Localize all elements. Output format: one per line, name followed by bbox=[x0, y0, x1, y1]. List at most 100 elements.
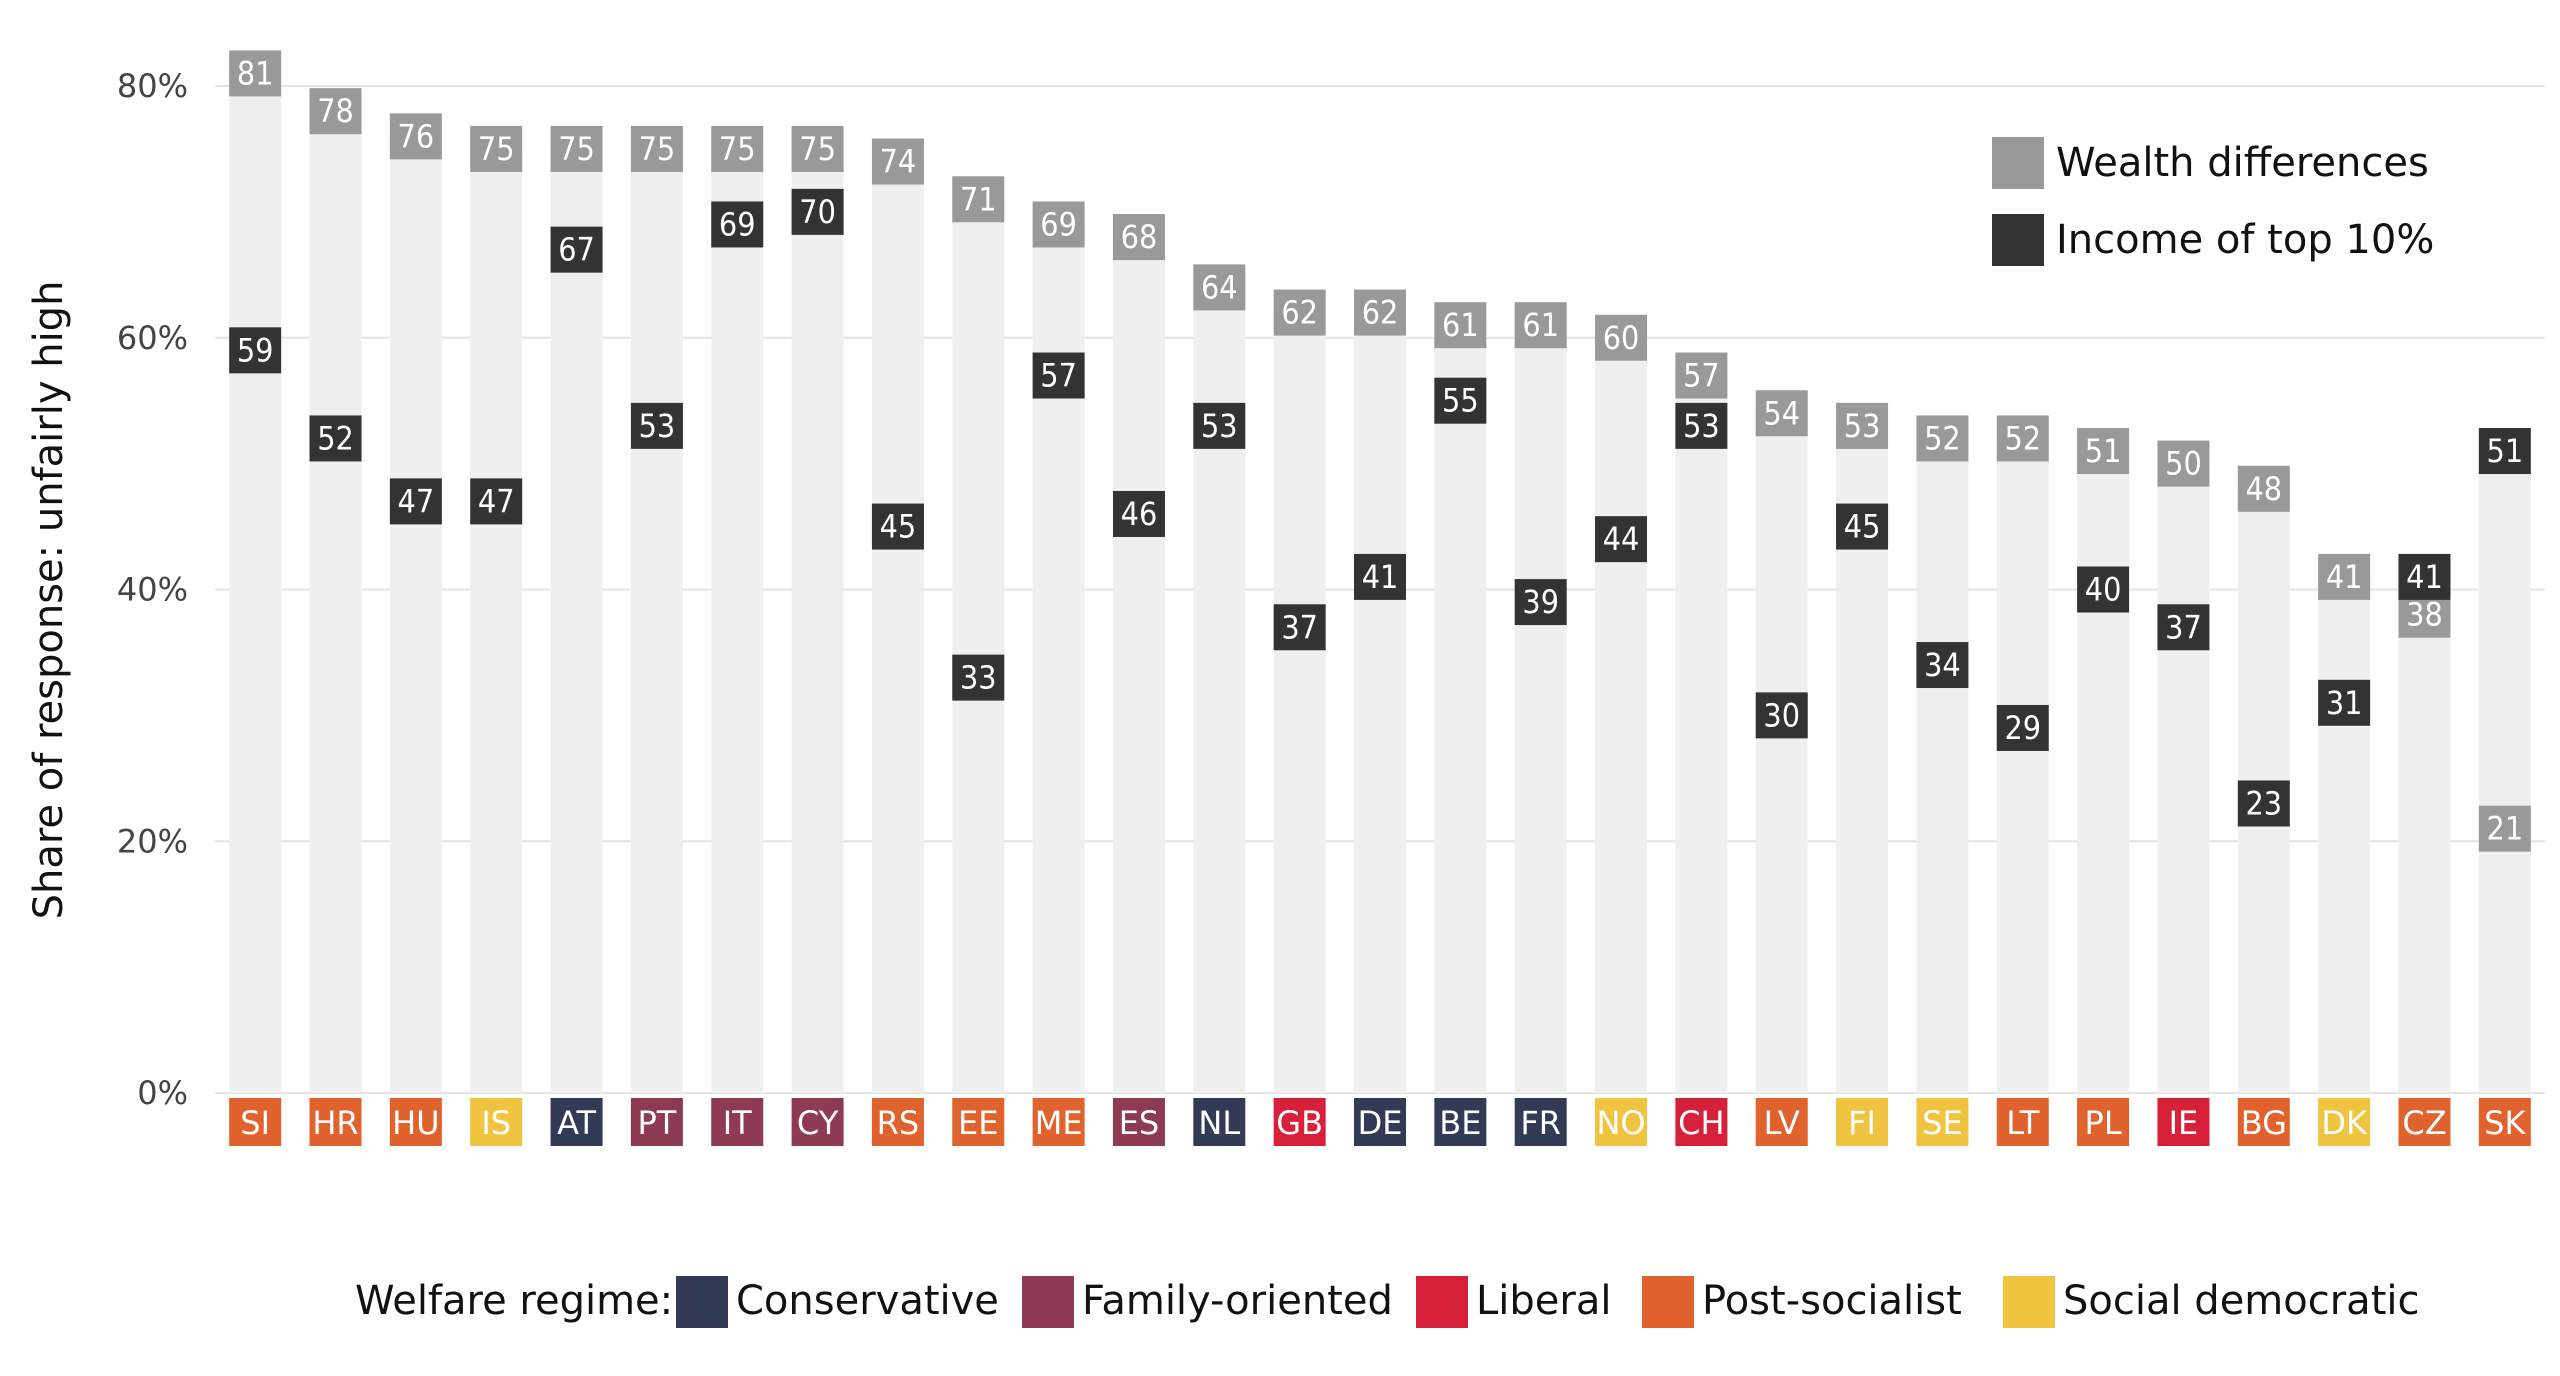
wealth-marker bbox=[309, 88, 362, 135]
bar-background bbox=[952, 199, 1005, 1094]
bar-group: 50 37 IE bbox=[2157, 440, 2210, 1146]
wealth-marker bbox=[1193, 264, 1246, 311]
bar-group: 62 41 DE bbox=[1354, 289, 1406, 1146]
legend-swatch bbox=[1992, 137, 2044, 189]
bar-group: 75 69 IT bbox=[711, 125, 764, 1146]
wealth-marker bbox=[1032, 201, 1085, 248]
wealth-marker bbox=[630, 125, 683, 172]
country-code: IS bbox=[481, 1104, 511, 1142]
wealth-label: 75 bbox=[478, 130, 515, 168]
bar-background bbox=[2157, 463, 2210, 1093]
wealth-marker bbox=[1916, 415, 1969, 462]
wealth-marker bbox=[470, 125, 523, 172]
income-label: 39 bbox=[1522, 583, 1559, 621]
income-label: 55 bbox=[1442, 382, 1479, 420]
country-code: NL bbox=[1198, 1104, 1240, 1142]
wealth-label: 54 bbox=[1763, 394, 1800, 432]
wealth-label: 60 bbox=[1603, 319, 1640, 357]
wealth-label: 53 bbox=[1844, 407, 1881, 445]
country-code: FI bbox=[1848, 1104, 1876, 1142]
country-badge bbox=[470, 1098, 523, 1146]
wealth-marker bbox=[1273, 289, 1326, 336]
income-marker bbox=[229, 327, 282, 374]
income-label: 23 bbox=[2245, 784, 2282, 822]
income-label: 69 bbox=[719, 205, 756, 243]
income-label: 52 bbox=[317, 419, 354, 457]
regime-swatch bbox=[2003, 1276, 2055, 1328]
bar-group: 52 29 LT bbox=[1996, 415, 2049, 1146]
bar-group: 71 33 EE bbox=[952, 176, 1005, 1146]
country-badge bbox=[791, 1098, 844, 1146]
income-marker bbox=[711, 201, 764, 248]
bar-background bbox=[791, 148, 844, 1093]
income-label: 37 bbox=[1281, 608, 1318, 646]
country-code: NO bbox=[1596, 1104, 1645, 1142]
bar-group: 52 34 SE bbox=[1916, 415, 1969, 1146]
wealth-marker bbox=[791, 125, 844, 172]
bar-background bbox=[2478, 451, 2531, 1094]
country-badge bbox=[2398, 1098, 2451, 1146]
country-badge bbox=[229, 1098, 282, 1146]
income-label: 70 bbox=[799, 193, 836, 231]
income-marker bbox=[1595, 516, 1648, 563]
country-code: SE bbox=[1922, 1104, 1963, 1142]
bar-group: 64 53 NL bbox=[1193, 264, 1246, 1146]
regime-label: Post-socialist bbox=[1702, 1278, 1962, 1324]
bar-background bbox=[1434, 325, 1487, 1094]
country-badge bbox=[2157, 1098, 2210, 1146]
income-marker bbox=[1193, 402, 1246, 449]
wealth-label: 61 bbox=[1522, 306, 1559, 344]
country-badge bbox=[1755, 1098, 1808, 1146]
bar-background bbox=[1514, 325, 1567, 1094]
country-badge bbox=[952, 1098, 1005, 1146]
income-label: 31 bbox=[2326, 684, 2363, 722]
bar-background bbox=[1595, 337, 1648, 1093]
country-code: ES bbox=[1119, 1104, 1160, 1142]
wealth-marker bbox=[1434, 302, 1487, 349]
income-label: 53 bbox=[1683, 407, 1720, 445]
country-badge bbox=[1916, 1098, 1969, 1146]
income-marker bbox=[2077, 566, 2130, 613]
income-label: 47 bbox=[398, 482, 435, 520]
income-marker bbox=[309, 415, 362, 462]
regime-swatch bbox=[676, 1276, 728, 1328]
income-marker bbox=[1354, 553, 1406, 600]
bar-group: 61 55 BE bbox=[1434, 302, 1487, 1146]
bar-background bbox=[1675, 375, 1728, 1093]
country-code: SK bbox=[2484, 1104, 2526, 1142]
country-badge bbox=[1434, 1098, 1487, 1146]
wealth-marker bbox=[2237, 465, 2290, 512]
bar-group: 61 39 FR bbox=[1514, 302, 1567, 1146]
income-marker bbox=[791, 188, 844, 235]
wealth-marker bbox=[2077, 428, 2130, 475]
country-code: FR bbox=[1520, 1104, 1561, 1142]
bars: 81 59 SI 78 52 HR 76 47 HU 75 47 IS 75 67 AT 75 53 PT 75 69… bbox=[229, 50, 2531, 1146]
income-marker bbox=[1434, 377, 1487, 424]
regime-label: Liberal bbox=[1476, 1278, 1611, 1324]
bar-background bbox=[871, 161, 924, 1093]
country-code: PL bbox=[2085, 1104, 2122, 1142]
bar-background bbox=[550, 148, 603, 1093]
country-badge bbox=[871, 1098, 924, 1146]
income-marker bbox=[2157, 604, 2210, 651]
country-badge bbox=[1273, 1098, 1326, 1146]
wealth-label: 50 bbox=[2165, 445, 2202, 483]
income-label: 53 bbox=[1201, 407, 1238, 445]
wealth-label: 81 bbox=[237, 54, 274, 92]
income-marker bbox=[550, 226, 603, 273]
wealth-marker bbox=[229, 50, 282, 97]
income-label: 53 bbox=[639, 407, 676, 445]
regime-label: Social democratic bbox=[2063, 1278, 2419, 1324]
country-code: HR bbox=[312, 1104, 358, 1142]
regime-swatch bbox=[1642, 1276, 1694, 1328]
series-legend: Wealth differences Income of top 10% bbox=[1992, 137, 2434, 266]
income-marker bbox=[1836, 503, 1889, 550]
income-label: 29 bbox=[2004, 709, 2041, 747]
income-label: 30 bbox=[1763, 696, 1800, 734]
country-code: EE bbox=[958, 1104, 998, 1142]
wealth-label: 62 bbox=[1362, 294, 1399, 332]
wealth-marker bbox=[871, 138, 924, 185]
country-code: LT bbox=[2006, 1104, 2039, 1142]
income-label: 47 bbox=[478, 482, 515, 520]
